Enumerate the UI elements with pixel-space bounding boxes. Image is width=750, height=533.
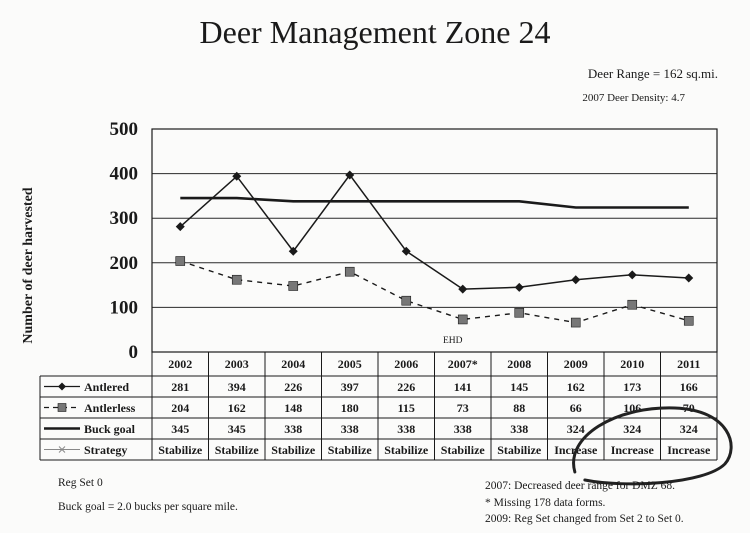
y-tick-label: 100 — [110, 297, 139, 318]
legend-marker — [58, 446, 66, 453]
x-tick-label: 2002 — [168, 357, 192, 371]
table-cell: 66 — [570, 401, 582, 415]
table-cell: Stabilize — [384, 443, 429, 457]
x-tick-label: 2009 — [564, 357, 588, 371]
data-point-antlerless — [683, 315, 694, 326]
table-cell: Stabilize — [271, 443, 316, 457]
table-cell: 324 — [680, 422, 698, 436]
x-tick-label: 2007* — [448, 357, 478, 371]
y-tick-label: 200 — [110, 253, 139, 274]
table-cell: 324 — [623, 422, 641, 436]
table-cell: 73 — [457, 401, 469, 415]
data-point-antlerless — [344, 266, 355, 277]
data-point-antlered — [514, 282, 524, 292]
legend-label: Buck goal — [84, 422, 136, 436]
table-cell: 281 — [171, 380, 189, 394]
table-cell: 338 — [397, 422, 415, 436]
reg-set-note: Reg Set 0 — [58, 477, 103, 489]
table-cell: 345 — [228, 422, 246, 436]
y-tick-label: 300 — [110, 208, 139, 229]
x-tick-label: 2004 — [281, 357, 305, 371]
table-cell: Increase — [667, 443, 711, 457]
data-point-antlered — [627, 270, 637, 280]
data-point-antlerless — [457, 314, 468, 325]
x-tick-label: 2003 — [225, 357, 249, 371]
x-tick-label: 2005 — [338, 357, 362, 371]
y-axis-label: Number of deer harvested — [21, 187, 36, 343]
data-point-antlered — [401, 246, 411, 256]
table-cell: 180 — [341, 401, 359, 415]
legend-label: Antlerless — [84, 401, 136, 415]
table-cell: 148 — [284, 401, 302, 415]
table-cell: Stabilize — [328, 443, 373, 457]
table-cell: 226 — [284, 380, 302, 394]
data-point-antlered — [571, 275, 581, 285]
table-cell: 173 — [623, 380, 641, 394]
x-tick-label: 2010 — [620, 357, 644, 371]
y-tick-label: 0 — [129, 342, 139, 363]
x-tick-label: 2008 — [507, 357, 531, 371]
note-missing: * Missing 178 data forms. — [485, 497, 606, 509]
table-cell: 141 — [454, 380, 472, 394]
table-cell: 226 — [397, 380, 415, 394]
table-cell: 145 — [510, 380, 528, 394]
legend-label: Strategy — [84, 443, 127, 457]
table-cell: 162 — [567, 380, 585, 394]
x-tick-label: 2006 — [394, 357, 418, 371]
data-point-antlered — [175, 222, 185, 232]
data-point-antlered — [684, 273, 694, 283]
handdrawn-circle — [572, 406, 733, 486]
table-cell: 397 — [341, 380, 359, 394]
table-cell: 115 — [398, 401, 415, 415]
data-point-antlerless — [288, 281, 299, 291]
table-cell: Increase — [611, 443, 655, 457]
deer-range-label: Deer Range = 162 sq.mi. — [587, 66, 718, 81]
y-tick-label: 400 — [110, 164, 139, 185]
data-point-antlerless — [570, 317, 581, 328]
data-point-antlerless — [401, 295, 412, 306]
data-point-antlerless — [231, 274, 242, 285]
data-point-antlered — [345, 170, 355, 180]
plot-frame — [151, 128, 718, 353]
table-cell: Stabilize — [215, 443, 260, 457]
table-cell: 162 — [228, 401, 246, 415]
data-point-antlered — [232, 171, 242, 181]
series-line-antlered — [179, 173, 689, 290]
table-cell: 324 — [567, 422, 585, 436]
legend-marker — [58, 382, 66, 391]
x-tick-label: 2011 — [677, 357, 700, 371]
chart-title: Deer Management Zone 24 — [199, 14, 551, 50]
data-point-antlerless — [175, 256, 186, 266]
table-cell: 204 — [171, 401, 189, 415]
note-2007: 2007: Decreased deer range for DMZ 68. — [485, 480, 675, 492]
table-cell: 338 — [510, 422, 528, 436]
table-cell: Stabilize — [441, 443, 486, 457]
series-line-antlerless — [180, 260, 689, 324]
buck-goal-note: Buck goal = 2.0 bucks per square mile. — [58, 501, 238, 513]
deer-density-label: 2007 Deer Density: 4.7 — [582, 92, 685, 104]
data-point-antlerless — [514, 307, 525, 318]
table-cell: 394 — [228, 380, 246, 394]
note-2009: 2009: Reg Set changed from Set 2 to Set … — [485, 513, 684, 525]
table-cell: 88 — [513, 401, 525, 415]
table-cell: 338 — [454, 422, 472, 436]
table-cell: 338 — [341, 422, 359, 436]
y-tick-label: 500 — [110, 119, 139, 140]
table-cell: Stabilize — [158, 443, 203, 457]
legend-label: Antlered — [84, 380, 129, 394]
data-point-antlered — [288, 246, 298, 256]
data-point-antlerless — [627, 299, 638, 310]
data-point-antlered — [458, 284, 468, 294]
annotation-ehd: EHD — [443, 336, 463, 346]
table-cell: Stabilize — [497, 443, 542, 457]
table-cell: 345 — [171, 422, 189, 436]
table-cell: 338 — [284, 422, 302, 436]
series-line-buck-goal — [180, 196, 689, 209]
table-cell: 166 — [680, 380, 698, 394]
legend-marker — [57, 403, 67, 412]
